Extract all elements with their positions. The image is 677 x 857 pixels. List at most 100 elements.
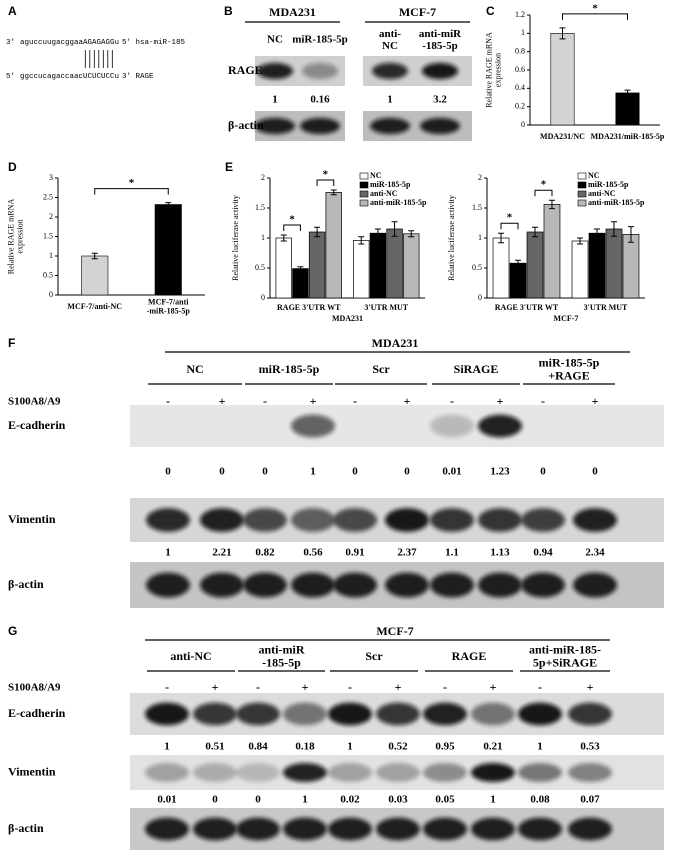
band bbox=[328, 817, 372, 841]
group-label: anti-miR -185-5p bbox=[259, 642, 305, 669]
y-tick-label: 0.8 bbox=[515, 46, 525, 55]
band bbox=[430, 572, 474, 598]
y-tick-label: 0.5 bbox=[43, 270, 53, 279]
panel-label: E bbox=[225, 160, 233, 174]
error-bar bbox=[358, 236, 365, 245]
treatment-sign: - bbox=[348, 680, 352, 694]
treatment-sign: - bbox=[443, 680, 447, 694]
y-axis-label: Relative RAGE mRNAexpression bbox=[484, 32, 502, 108]
y-tick-label: 1.5 bbox=[43, 231, 53, 240]
treatment-sign: + bbox=[592, 394, 599, 408]
band-value: 1 bbox=[272, 94, 278, 106]
row-label: β-actin bbox=[8, 577, 44, 591]
band bbox=[376, 763, 420, 782]
group-label: NC bbox=[186, 362, 203, 376]
bar bbox=[403, 233, 420, 299]
band-value: 1 bbox=[302, 794, 308, 806]
y-tick-label: 1 bbox=[478, 233, 482, 242]
bar bbox=[154, 204, 182, 296]
legend-label: miR-185-5p bbox=[370, 180, 411, 189]
error-bar bbox=[577, 237, 584, 245]
band-value: 1 bbox=[347, 741, 353, 753]
legend-swatch bbox=[577, 172, 587, 180]
band-value: 0.82 bbox=[255, 547, 275, 559]
legend-swatch bbox=[577, 190, 587, 198]
panel-label: G bbox=[8, 624, 17, 638]
y-tick-label: 2 bbox=[478, 173, 482, 182]
legend-label: anti-NC bbox=[588, 189, 616, 198]
band bbox=[430, 414, 474, 438]
significance-bracket bbox=[562, 13, 628, 20]
band-value: 0.84 bbox=[248, 741, 268, 753]
band-value: 0.01 bbox=[157, 794, 176, 806]
panel-title: MCF-7 bbox=[376, 624, 413, 638]
band-value: 0.18 bbox=[295, 741, 315, 753]
lane-label: anti-miR -185-5p bbox=[419, 27, 462, 51]
y-tick-label: 1 bbox=[521, 28, 525, 37]
band bbox=[573, 508, 617, 532]
seq-end: 5' bbox=[6, 73, 15, 81]
band-value: 3.2 bbox=[433, 94, 447, 106]
error-bar bbox=[297, 266, 304, 271]
treatment-label: S100A8/A9 bbox=[8, 682, 61, 694]
bar bbox=[526, 231, 544, 299]
band bbox=[236, 702, 280, 726]
band-value: 0.08 bbox=[530, 794, 550, 806]
bar bbox=[605, 228, 623, 299]
treatment-sign: - bbox=[165, 680, 169, 694]
band bbox=[568, 817, 612, 841]
band bbox=[255, 117, 295, 135]
band-value: 1 bbox=[490, 794, 496, 806]
band bbox=[423, 702, 467, 726]
band bbox=[200, 508, 244, 532]
legend-swatch bbox=[577, 181, 587, 189]
band-value: 0 bbox=[352, 466, 358, 478]
band-value: 0.05 bbox=[435, 794, 455, 806]
row-label: β-actin bbox=[228, 118, 264, 132]
band bbox=[471, 702, 515, 726]
significance-bracket bbox=[500, 222, 519, 230]
band bbox=[146, 508, 190, 532]
significance-label: * bbox=[541, 179, 547, 191]
panel-title: MDA231 bbox=[372, 336, 419, 350]
band bbox=[328, 763, 372, 782]
legend-label: miR-185-5p bbox=[588, 180, 629, 189]
band bbox=[471, 763, 515, 782]
legend-swatch bbox=[359, 190, 369, 198]
lane-label: anti-NC bbox=[379, 27, 401, 51]
band bbox=[423, 763, 467, 782]
significance-bracket bbox=[283, 224, 301, 231]
band-value: 0.03 bbox=[388, 794, 408, 806]
band bbox=[328, 702, 372, 726]
band bbox=[478, 572, 522, 598]
x-tick-label: RAGE 3'UTR WT bbox=[277, 303, 341, 312]
bar bbox=[571, 240, 589, 299]
band-value: 0.02 bbox=[340, 794, 360, 806]
group-label: Scr bbox=[372, 362, 390, 376]
significance-bracket bbox=[316, 179, 335, 186]
y-tick-label: 0.4 bbox=[515, 83, 525, 92]
error-bar bbox=[91, 252, 98, 260]
bar bbox=[492, 237, 510, 299]
legend-label: anti-miR-185-5p bbox=[588, 198, 645, 207]
band bbox=[568, 702, 612, 726]
band bbox=[573, 572, 617, 598]
legend-label: anti-NC bbox=[370, 189, 398, 198]
legend-swatch bbox=[359, 172, 369, 180]
target-sequence: ggccucagaccaacUCUCUCCu bbox=[20, 73, 119, 81]
x-tick-label: MDA231/miR-185-5p bbox=[591, 132, 665, 141]
group-label: SiRAGE bbox=[454, 362, 499, 376]
band bbox=[423, 817, 467, 841]
legend-label: NC bbox=[370, 171, 382, 180]
treatment-sign: + bbox=[587, 680, 594, 694]
band-value: 1 bbox=[537, 741, 543, 753]
band bbox=[518, 702, 562, 726]
band-value: 0.21 bbox=[483, 741, 502, 753]
treatment-sign: + bbox=[490, 680, 497, 694]
bar bbox=[622, 234, 640, 299]
band-value: 0 bbox=[540, 466, 546, 478]
y-axis-label: Relative RAGE mRNAexpression bbox=[6, 199, 24, 275]
band-value: 0.91 bbox=[345, 547, 364, 559]
error-bar bbox=[408, 230, 415, 238]
